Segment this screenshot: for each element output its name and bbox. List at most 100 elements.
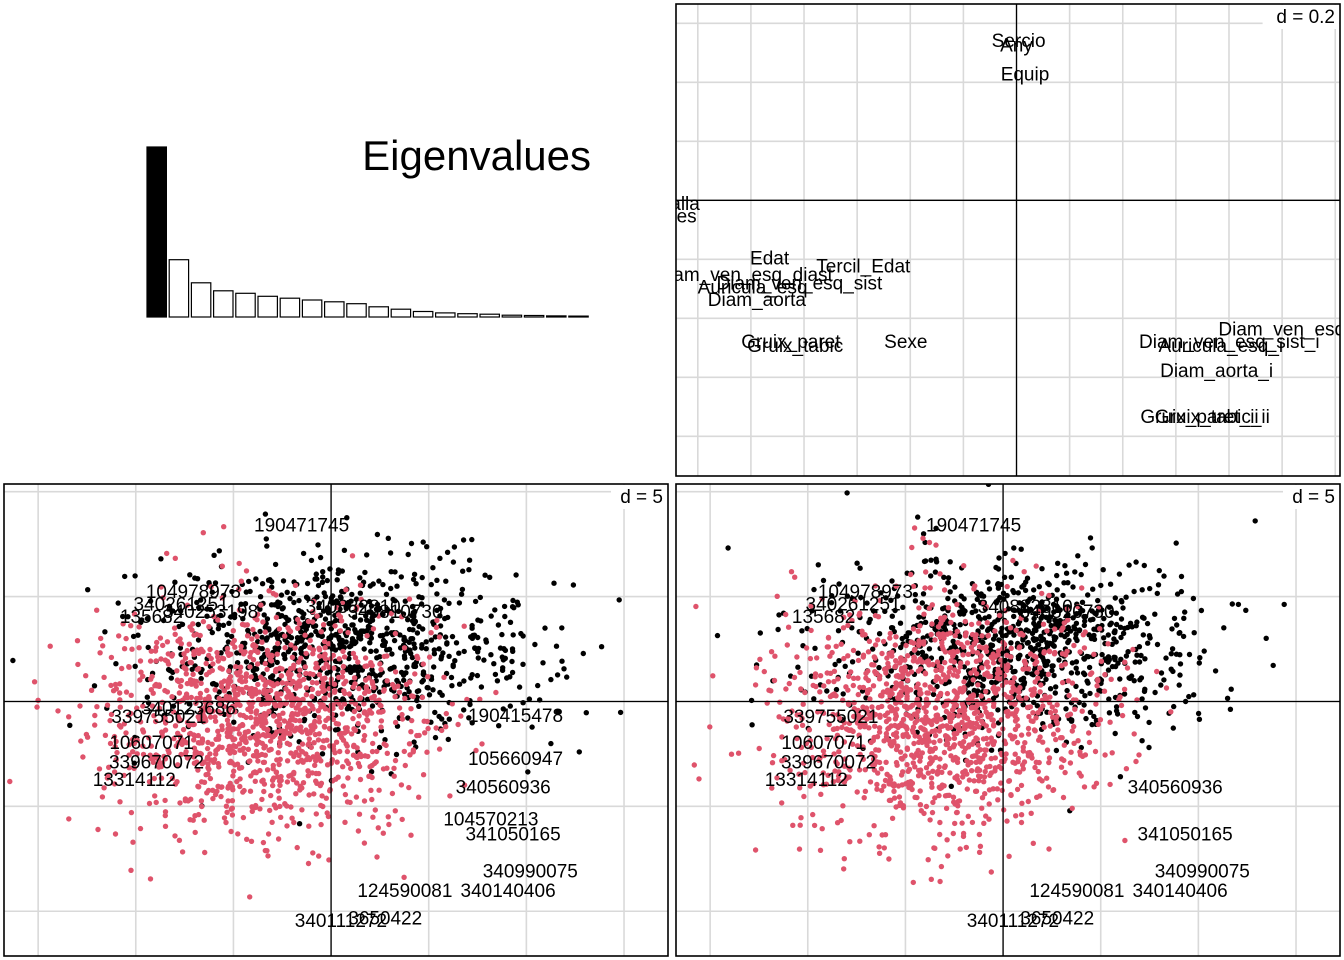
individual-point [443, 670, 450, 677]
individual-point [998, 629, 1004, 636]
individual-point [1186, 651, 1193, 658]
individual-point [411, 571, 418, 577]
individual-point [225, 726, 231, 732]
individual-point [952, 820, 958, 827]
individual-point [1014, 786, 1021, 793]
individual-point [1121, 625, 1128, 632]
individual-point [1022, 587, 1029, 594]
individual-point [975, 715, 981, 722]
individual-point [882, 608, 888, 614]
individual-point [475, 617, 481, 623]
individual-point [877, 597, 883, 604]
individual-point [204, 613, 210, 619]
individual-point [192, 733, 198, 739]
individual-point [936, 792, 942, 799]
individual-point [335, 567, 342, 573]
individual-point [908, 779, 914, 785]
individual-point [259, 796, 265, 803]
individual-point [266, 747, 272, 753]
point-label: 340111272 [967, 911, 1059, 932]
individual-point [945, 595, 951, 602]
individual-point [286, 627, 292, 633]
individual-point [870, 683, 877, 689]
individual-point [446, 716, 452, 722]
individual-point [819, 596, 825, 602]
individual-point [1027, 651, 1034, 657]
individual-point [1012, 668, 1018, 675]
individual-point [460, 568, 466, 574]
individual-point [1045, 784, 1052, 790]
individual-point [979, 633, 985, 639]
individual-point [279, 606, 285, 612]
individual-point [929, 728, 935, 735]
individual-point [381, 741, 387, 747]
individual-point [939, 639, 945, 646]
individual-point [158, 656, 164, 662]
individual-point [990, 636, 997, 642]
individual-point [860, 652, 867, 658]
individual-point [837, 608, 843, 614]
individual-point [940, 672, 947, 678]
individual-point [321, 723, 328, 730]
individual-point [443, 724, 449, 730]
individual-point [892, 716, 899, 722]
individual-point [1087, 709, 1094, 715]
individual-point [811, 586, 817, 593]
individual-point [1152, 689, 1158, 696]
individual-point [968, 621, 975, 628]
individual-point [1034, 703, 1041, 709]
individual-point [242, 739, 249, 745]
individual-point [874, 786, 880, 792]
individual-point [911, 754, 917, 760]
point-label: Gruix_tabic_ii [1155, 407, 1270, 428]
individual-point [1086, 739, 1093, 746]
individual-point [1091, 713, 1097, 720]
individual-point [260, 732, 267, 738]
individual-point [1034, 794, 1040, 800]
individual-point [1038, 615, 1044, 621]
point-label: 340810730 [347, 602, 442, 623]
individual-point [299, 785, 305, 791]
individual-point [959, 701, 965, 707]
individual-point [200, 648, 206, 655]
individual-point [398, 574, 404, 580]
individual-point [106, 764, 112, 770]
individual-point [913, 684, 920, 690]
individual-point [284, 680, 290, 687]
individual-point [1152, 611, 1158, 617]
individual-point [1158, 670, 1165, 676]
individual-point [933, 542, 939, 548]
individual-point [1020, 702, 1026, 708]
individual-point [367, 764, 373, 770]
individual-point [936, 728, 943, 734]
individual-point [364, 663, 370, 669]
individual-point [952, 754, 959, 761]
individual-point [466, 567, 472, 573]
individual-point [814, 655, 820, 661]
individual-point [262, 847, 268, 854]
individual-point [256, 689, 262, 695]
individual-point [987, 763, 993, 770]
individual-point [169, 775, 176, 782]
individual-point [1054, 720, 1060, 727]
individual-point [924, 690, 930, 696]
individual-point [1063, 570, 1070, 576]
individual-point [1118, 597, 1125, 604]
individual-point [923, 696, 930, 702]
individual-point [1174, 591, 1181, 597]
individual-point [859, 628, 865, 634]
individual-point [343, 639, 349, 645]
individual-point [1024, 640, 1031, 646]
individual-point [983, 735, 990, 742]
individual-point [1125, 649, 1131, 655]
individual-point [117, 690, 123, 696]
individual-point [1173, 651, 1180, 657]
individual-point [311, 791, 317, 797]
individual-point [952, 584, 958, 590]
individual-point [1067, 760, 1074, 766]
individual-point [899, 674, 905, 680]
individual-point [302, 642, 308, 648]
individual-point [809, 754, 816, 761]
individual-point [204, 755, 210, 762]
individual-point [183, 740, 190, 746]
